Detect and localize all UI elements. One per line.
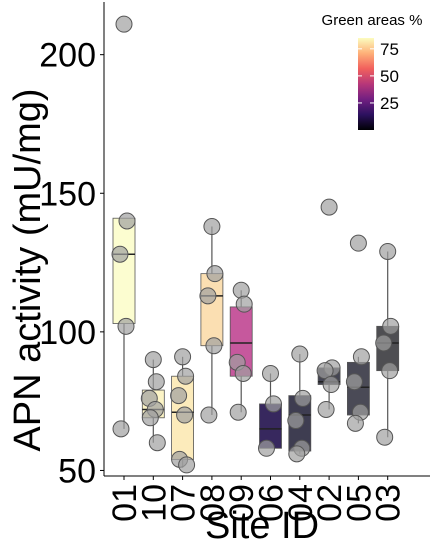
data-point xyxy=(382,317,400,335)
x-tick-label: 05 xyxy=(340,484,378,522)
y-tick-label: 150 xyxy=(39,175,96,213)
data-point xyxy=(375,334,393,352)
data-point xyxy=(291,345,309,363)
x-tick-label: 09 xyxy=(223,484,261,522)
box-site-09 xyxy=(228,281,253,421)
x-axis-title: Site ID xyxy=(205,505,319,547)
data-point xyxy=(111,245,129,263)
data-point xyxy=(141,409,159,427)
data-point xyxy=(203,218,221,236)
box-site-08 xyxy=(199,218,224,424)
box-site-07 xyxy=(170,348,196,474)
data-point xyxy=(345,373,363,391)
legend-tick-label: 50 xyxy=(380,67,399,86)
data-point xyxy=(118,212,136,230)
data-point xyxy=(178,456,196,474)
x-tick-label: 06 xyxy=(253,484,291,522)
data-point xyxy=(322,376,340,394)
data-point xyxy=(294,389,312,407)
y-tick-label: 100 xyxy=(39,314,96,352)
data-point xyxy=(265,395,282,413)
box-site-02 xyxy=(316,198,341,418)
x-tick-label: 10 xyxy=(135,484,173,522)
legend: Green areas % 75 50 25 xyxy=(322,12,423,130)
data-point xyxy=(170,387,188,405)
data-point xyxy=(144,351,162,369)
legend-title: Green areas % xyxy=(322,12,423,29)
legend-tick-label: 75 xyxy=(380,40,399,59)
boxes xyxy=(111,15,400,474)
x-tick-label: 03 xyxy=(370,484,408,522)
data-point xyxy=(205,337,223,355)
data-point xyxy=(147,373,165,391)
data-point xyxy=(148,434,166,452)
y-axis-title: APN activity (mU/mg) xyxy=(7,88,49,451)
data-point xyxy=(352,348,370,366)
data-point xyxy=(235,295,253,313)
box-site-04 xyxy=(287,345,312,463)
data-point xyxy=(234,364,252,382)
data-point xyxy=(174,348,192,366)
data-point xyxy=(176,406,194,424)
y-ticks: 50 100 150 200 xyxy=(39,37,104,490)
x-tick-label: 02 xyxy=(311,484,349,522)
data-point xyxy=(229,403,247,421)
legend-colorbar xyxy=(358,38,374,130)
box-site-01 xyxy=(111,15,136,438)
data-point xyxy=(112,420,130,438)
data-point xyxy=(262,364,279,382)
box-site-05 xyxy=(345,234,370,432)
x-tick-label: 01 xyxy=(106,484,144,522)
data-point xyxy=(206,265,224,283)
box xyxy=(200,273,224,347)
box-site-06 xyxy=(258,364,282,457)
y-tick-label: 50 xyxy=(58,452,96,490)
data-point xyxy=(199,287,217,305)
x-tick-label: 07 xyxy=(165,484,203,522)
x-tick-label: 04 xyxy=(282,484,320,522)
data-point xyxy=(115,15,133,33)
data-point xyxy=(232,281,250,299)
data-point xyxy=(117,317,135,335)
box-site-10 xyxy=(140,351,166,452)
data-point xyxy=(349,234,367,252)
data-point xyxy=(288,445,306,463)
box xyxy=(112,217,136,324)
data-point xyxy=(287,412,305,430)
x-tick-label: 08 xyxy=(194,484,232,522)
box-site-03 xyxy=(375,242,400,446)
legend-tick-label: 25 xyxy=(380,94,399,113)
data-point xyxy=(177,367,195,385)
data-point xyxy=(320,198,338,216)
y-tick-label: 200 xyxy=(39,37,96,75)
data-point xyxy=(376,428,394,446)
data-point xyxy=(317,400,335,418)
data-point xyxy=(379,242,397,260)
data-point xyxy=(346,414,364,432)
data-point xyxy=(258,439,275,457)
data-point xyxy=(200,406,218,424)
data-point xyxy=(381,362,399,380)
